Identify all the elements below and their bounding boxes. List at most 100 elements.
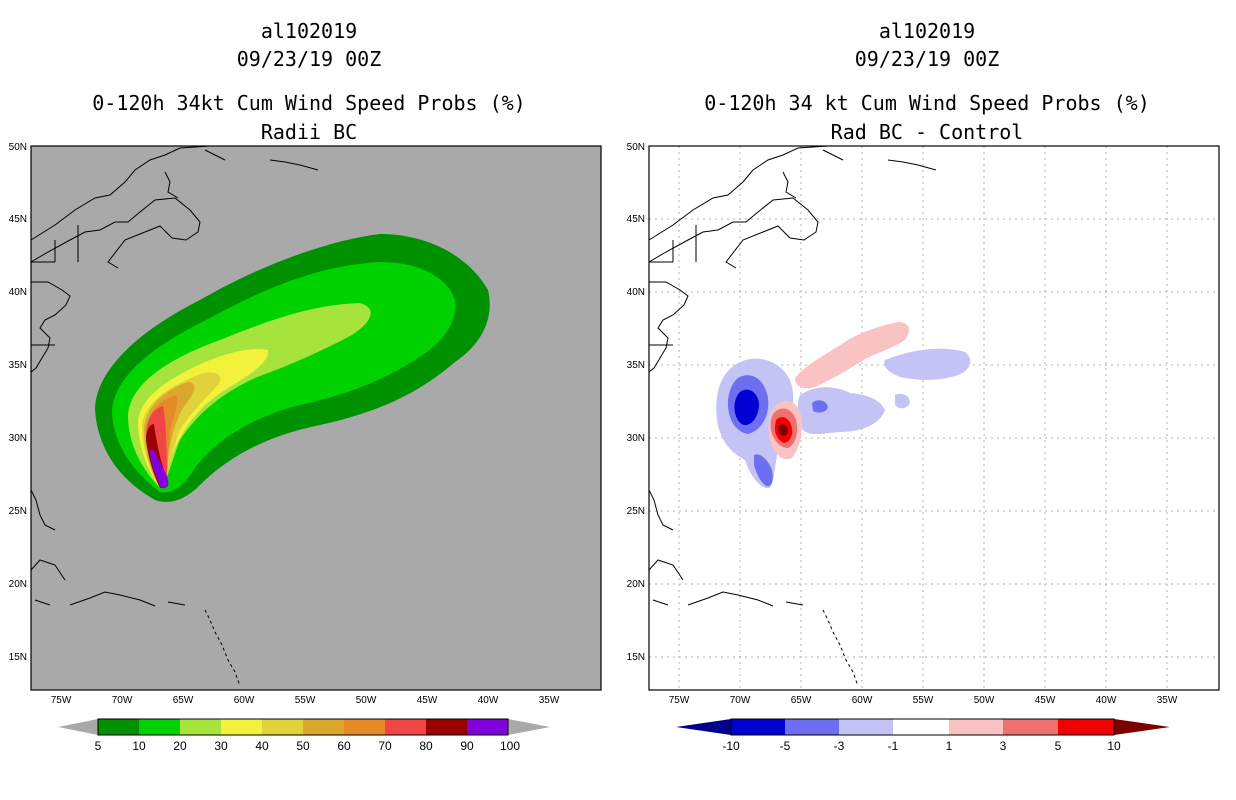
right-lat-20n: 20N xyxy=(627,579,645,590)
left-colorbar-label-90: 90 xyxy=(460,739,474,753)
left-colorbar-bin-7 xyxy=(385,719,426,735)
left-colorbar-label-10: 10 xyxy=(132,739,146,753)
right-lat-15n: 15N xyxy=(627,652,645,663)
right-title-product: 0-120h 34 kt Cum Wind Speed Probs (%) xyxy=(704,91,1150,115)
right-colorbar-label-1: 1 xyxy=(946,739,953,753)
left-colorbar-bin-0 xyxy=(98,719,139,735)
left-colorbar-bin-9 xyxy=(467,719,508,735)
left-lon-50w: 50W xyxy=(356,695,377,706)
left-lon-35w: 35W xyxy=(539,695,560,706)
right-colorbar-over xyxy=(1114,719,1170,735)
left-lon-45w: 45W xyxy=(417,695,438,706)
right-map-frame xyxy=(648,145,1220,691)
right-lon-65w: 65W xyxy=(791,695,812,706)
left-colorbar-over xyxy=(508,719,550,735)
left-probability-field xyxy=(95,234,490,502)
right-lon-50w: 50W xyxy=(974,695,995,706)
right-lon-55w: 55W xyxy=(913,695,934,706)
right-colorbar-label-neg5: -5 xyxy=(780,739,791,753)
prob-contour-20 xyxy=(128,303,371,488)
right-lat-50n: 50N xyxy=(627,142,645,153)
prob-contour-90 xyxy=(149,448,169,489)
left-map-frame xyxy=(30,145,602,691)
left-lon-75w: 75W xyxy=(51,695,72,706)
left-lat-50n: 50N xyxy=(9,142,27,153)
left-lon-70w: 70W xyxy=(112,695,133,706)
right-colorbar-under xyxy=(676,719,731,735)
diff-neg-1-east-small xyxy=(895,393,910,409)
right-lon-60w: 60W xyxy=(852,695,873,706)
left-colorbar-label-70: 70 xyxy=(378,739,392,753)
left-colorbar-label-5: 5 xyxy=(95,739,102,753)
right-lon-35w: 35W xyxy=(1157,695,1178,706)
diff-neg-3-central xyxy=(812,400,828,413)
right-colorbar-label-neg3: -3 xyxy=(834,739,845,753)
right-title-datetime: 09/23/19 00Z xyxy=(855,47,1000,71)
diff-neg-5-west-core xyxy=(734,389,759,426)
left-colorbar-label-80: 80 xyxy=(419,739,433,753)
left-panel: al102019 09/23/19 00Z 0-120h 34kt Cum Wi… xyxy=(9,19,602,753)
left-colorbar-bin-6 xyxy=(344,719,385,735)
right-lat-35n: 35N xyxy=(627,360,645,371)
left-lat-labels: 50N 45N 40N 35N 30N 25N 20N 15N xyxy=(9,142,27,663)
left-lon-60w: 60W xyxy=(234,695,255,706)
left-colorbar-label-20: 20 xyxy=(173,739,187,753)
diff-neg-3-south-lobe xyxy=(754,454,773,487)
left-lat-20n: 20N xyxy=(9,579,27,590)
right-colorbar: -10 -5 -3 -1 1 3 5 10 xyxy=(676,718,1170,753)
left-colorbar-bin-3 xyxy=(221,719,262,735)
right-difference-field xyxy=(716,322,971,489)
left-title-storm-id: al102019 xyxy=(261,19,357,43)
left-lat-30n: 30N xyxy=(9,433,27,444)
right-colorbar-label-10: 10 xyxy=(1107,739,1121,753)
left-lat-40n: 40N xyxy=(9,287,27,298)
left-colorbar-label-40: 40 xyxy=(255,739,269,753)
left-colorbar-bin-8 xyxy=(426,719,467,735)
left-title-method: Radii BC xyxy=(261,120,357,144)
right-colorbar-bin-2 xyxy=(839,719,893,735)
left-colorbar-bin-4 xyxy=(262,719,303,735)
left-coastlines xyxy=(30,145,319,687)
left-colorbar-label-30: 30 xyxy=(214,739,228,753)
diff-neg-1-east xyxy=(884,348,971,380)
left-lon-55w: 55W xyxy=(295,695,316,706)
left-lon-labels: 75W 70W 65W 60W 55W 50W 45W 40W 35W xyxy=(51,695,560,706)
right-colorbar-bin-0 xyxy=(731,719,785,735)
diff-pos-1-north xyxy=(795,322,910,389)
left-lat-35n: 35N xyxy=(9,360,27,371)
left-colorbar-bin-5 xyxy=(303,719,344,735)
left-title-datetime: 09/23/19 00Z xyxy=(237,47,382,71)
right-panel: al102019 09/23/19 00Z 0-120h 34 kt Cum W… xyxy=(627,19,1220,753)
right-lat-45n: 45N xyxy=(627,214,645,225)
right-lat-40n: 40N xyxy=(627,287,645,298)
right-colorbar-label-neg1: -1 xyxy=(888,739,899,753)
right-colorbar-bin-4 xyxy=(949,719,1003,735)
diff-pos-10-central-core xyxy=(778,424,788,436)
right-lon-labels: 75W 70W 65W 60W 55W 50W 45W 40W 35W xyxy=(669,695,1178,706)
right-title-storm-id: al102019 xyxy=(879,19,975,43)
right-colorbar-bin-6 xyxy=(1058,719,1114,735)
left-title-product: 0-120h 34kt Cum Wind Speed Probs (%) xyxy=(92,91,525,115)
right-lat-30n: 30N xyxy=(627,433,645,444)
left-lat-15n: 15N xyxy=(9,652,27,663)
left-lat-45n: 45N xyxy=(9,214,27,225)
right-lon-75w: 75W xyxy=(669,695,690,706)
left-colorbar: 5 10 20 30 40 50 60 70 80 90 100 xyxy=(58,718,550,753)
left-colorbar-label-100: 100 xyxy=(500,739,520,753)
left-colorbar-label-60: 60 xyxy=(337,739,351,753)
left-lat-25n: 25N xyxy=(9,506,27,517)
prob-contour-10 xyxy=(112,262,456,493)
right-lat-25n: 25N xyxy=(627,506,645,517)
right-colorbar-bin-3 xyxy=(893,719,949,735)
diff-neg-1-central xyxy=(797,387,885,435)
left-lon-40w: 40W xyxy=(478,695,499,706)
right-colorbar-label-3: 3 xyxy=(1000,739,1007,753)
right-colorbar-bin-5 xyxy=(1003,719,1058,735)
right-lat-labels: 50N 45N 40N 35N 30N 25N 20N 15N xyxy=(627,142,645,663)
left-lon-65w: 65W xyxy=(173,695,194,706)
right-title-difference: Rad BC - Control xyxy=(831,120,1024,144)
left-colorbar-under xyxy=(58,719,98,735)
left-colorbar-bin-1 xyxy=(139,719,180,735)
right-lon-40w: 40W xyxy=(1096,695,1117,706)
right-colorbar-label-5: 5 xyxy=(1055,739,1062,753)
